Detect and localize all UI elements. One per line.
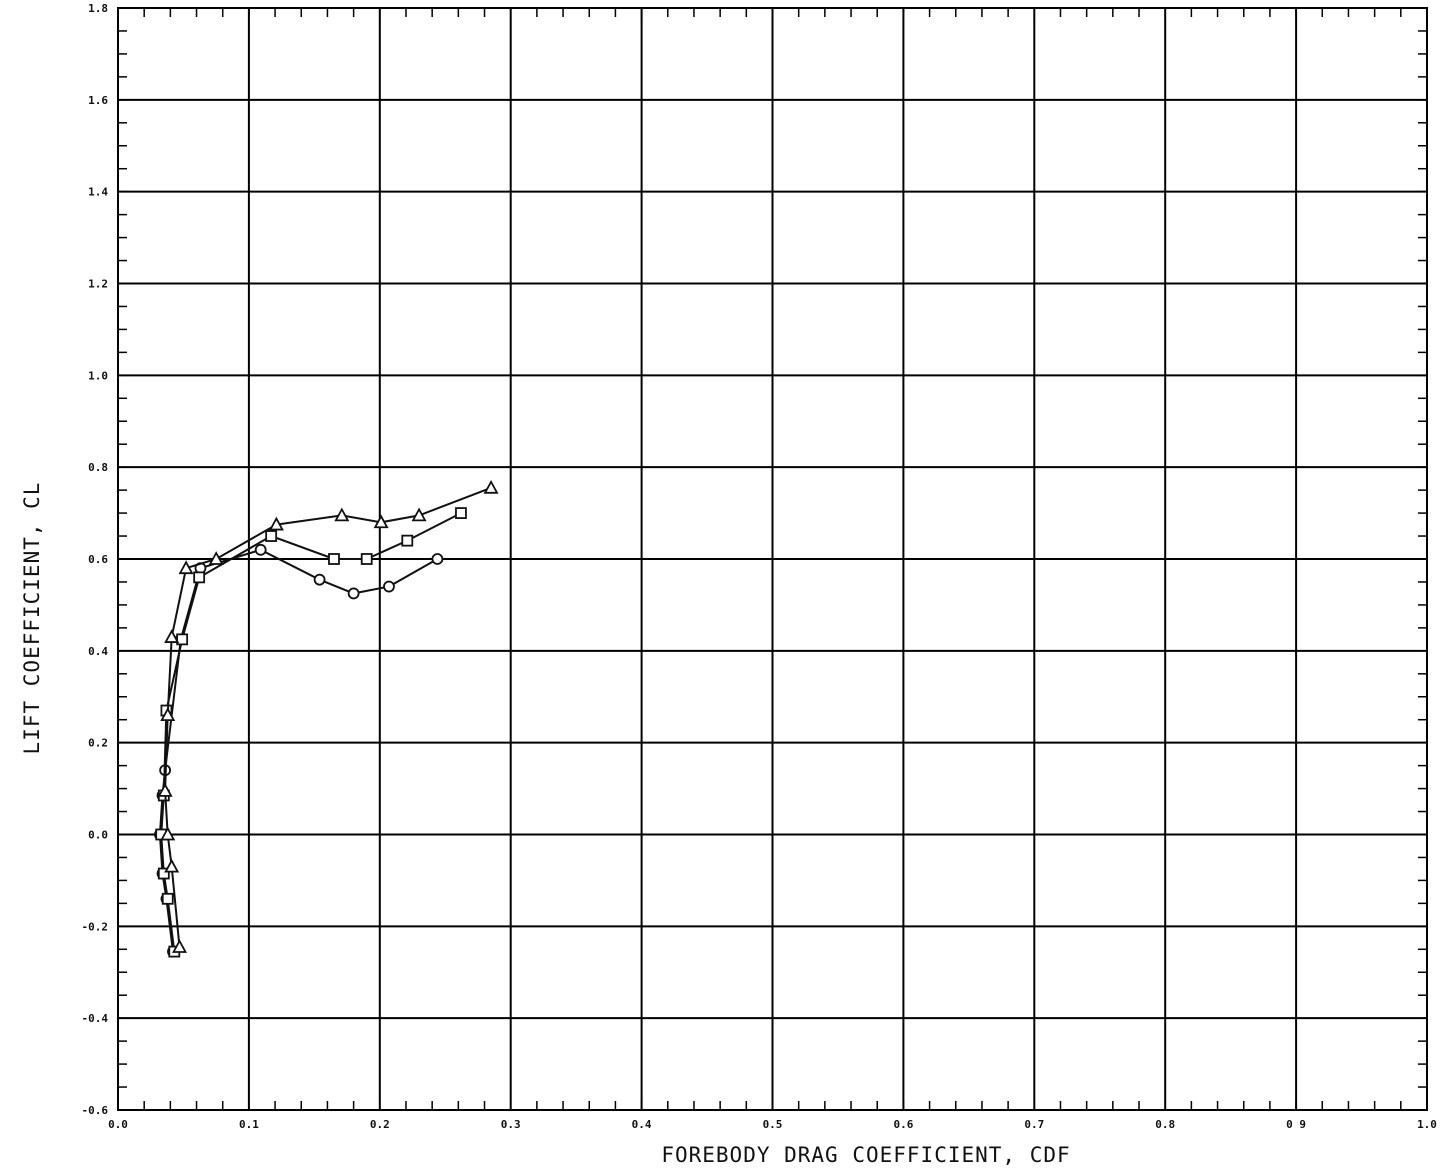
data-point-triangle [411,507,427,522]
data-point-triangle [164,858,180,873]
data-point-triangle [483,479,499,494]
data-point-circle [431,553,444,565]
y-tick-label: 1.2 [88,278,108,291]
x-tick-label: 0.3 [501,1118,521,1131]
x-tick-label: 0.0 [108,1118,128,1131]
grid [117,7,1428,1111]
y-tick-label: 1.4 [88,186,108,199]
data-point-triangle [164,629,180,643]
y-tick-label: -0.4 [82,1012,109,1025]
data-point-circle [254,543,267,556]
plot-frame [117,7,1428,1111]
data-point-triangle [208,551,224,565]
data-point-square [161,892,174,905]
x-tick-label: 0.2 [370,1118,390,1131]
data-point-circle [383,580,395,593]
series-line-circle [158,548,438,952]
data-point-triangle [268,516,284,531]
data-point-triangle [172,939,188,953]
data-point-triangle [160,707,176,722]
x-tick-label: 0.8 [1155,1118,1175,1131]
data-point-triangle [373,514,389,529]
tick-marks [117,7,1428,1111]
data-point-triangle [157,782,173,797]
data-point-square [157,867,170,880]
x-tick-label: 1.0 [1417,1118,1437,1131]
y-tick-label: 1.6 [88,94,108,107]
x-tick-label: 0.5 [763,1118,783,1131]
data-series [153,479,499,958]
x-tick-label: 0.4 [632,1118,652,1131]
x-tick-label: 0.7 [1024,1118,1044,1131]
data-point-square [328,553,340,565]
data-point-circle [313,573,326,586]
data-point-square [265,530,278,542]
x-axis-title: FOREBODY DRAG COEFFICIENT, CDF [661,1143,1070,1167]
y-tick-label: 0.4 [88,645,108,658]
data-point-triangle [178,560,194,575]
y-tick-label: 1.0 [88,369,108,382]
data-point-square [401,534,414,547]
tick-labels: 0.0 0.1 0.2 0.3 0.4 0.5 0.6 0.7 0.8 0 9 1.0 -0.6 -0.… [82,2,1437,1131]
data-point-triangle [334,507,350,522]
data-point-triangle [160,826,176,841]
data-point-square [360,553,373,565]
y-tick-label: -0.6 [82,1104,109,1117]
series-line-square [160,512,462,952]
x-tick-label: 0.1 [239,1118,259,1131]
y-tick-label: 0.6 [88,553,108,566]
y-tick-label: -0.2 [82,920,109,933]
data-point-square [455,507,467,519]
x-tick-label: 0 9 [1286,1118,1306,1131]
y-tick-label: 0.0 [88,829,108,842]
x-tick-label: 0.6 [893,1118,913,1131]
y-axis-title: LIFT COEFFICIENT, CL [20,482,44,755]
data-point-square [193,571,206,584]
data-point-circle [347,587,360,600]
y-tick-label: 0.2 [88,737,108,750]
y-tick-label: 1.8 [88,2,108,15]
y-tick-label: 0.8 [88,461,108,474]
